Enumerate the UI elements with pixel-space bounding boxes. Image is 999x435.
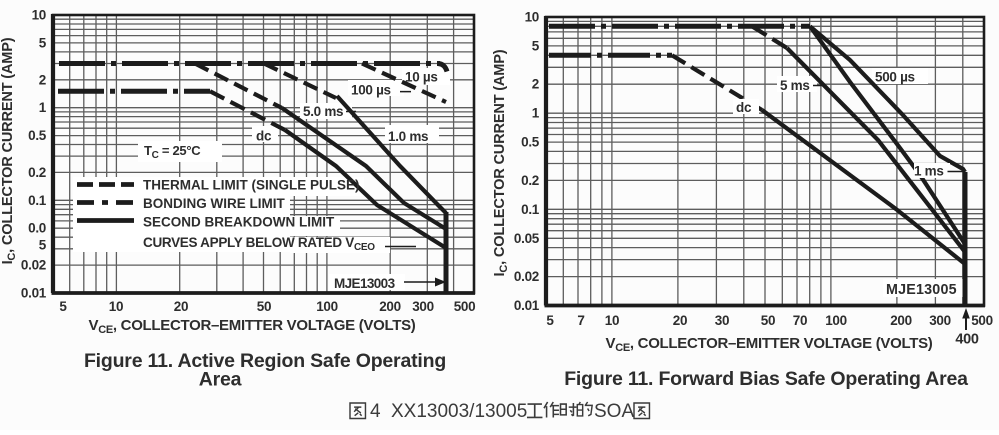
svg-text:dc: dc <box>736 100 752 115</box>
svg-text:7: 7 <box>577 313 584 328</box>
svg-text:5: 5 <box>39 35 47 50</box>
svg-text:200: 200 <box>890 313 912 328</box>
svg-text:20: 20 <box>174 299 188 314</box>
svg-text:1: 1 <box>39 100 47 115</box>
svg-text:IC, COLLECTOR CURRENT (AMP): IC, COLLECTOR CURRENT (AMP) <box>0 37 18 264</box>
svg-text:THERMAL LIMIT (SINGLE PULSE): THERMAL LIMIT (SINGLE PULSE) <box>143 178 360 193</box>
svg-text:30: 30 <box>715 313 729 328</box>
svg-text:0.2: 0.2 <box>28 165 46 180</box>
svg-text:5: 5 <box>39 238 47 253</box>
svg-text:0.1: 0.1 <box>521 202 540 217</box>
svg-text:500: 500 <box>971 313 993 328</box>
svg-text:dc: dc <box>256 129 272 144</box>
svg-text:50: 50 <box>257 299 271 314</box>
svg-text:VCE, COLLECTOR–EMITTER VOLTAGE: VCE, COLLECTOR–EMITTER VOLTAGE (VOLTS) <box>606 335 933 354</box>
svg-text:4: 4 <box>370 401 381 422</box>
svg-text:0.0: 0.0 <box>28 221 46 236</box>
svg-text:5: 5 <box>546 313 554 328</box>
svg-text:10: 10 <box>525 10 539 25</box>
svg-text:0.5: 0.5 <box>521 135 540 150</box>
svg-text:2: 2 <box>532 77 539 92</box>
svg-text:IC, COLLECTOR CURRENT (AMP): IC, COLLECTOR CURRENT (AMP) <box>492 49 510 276</box>
svg-text:0.02: 0.02 <box>514 269 539 284</box>
svg-text:XX13003/13005: XX13003/13005 <box>391 401 527 422</box>
svg-text:0.01: 0.01 <box>514 298 540 313</box>
svg-text:5.0 ms: 5.0 ms <box>303 104 343 119</box>
svg-text:20: 20 <box>673 313 687 328</box>
svg-text:0.02: 0.02 <box>21 258 46 273</box>
svg-text:0.1: 0.1 <box>28 193 47 208</box>
svg-text:1 ms: 1 ms <box>914 164 944 179</box>
svg-text:BONDING WIRE LIMIT: BONDING WIRE LIMIT <box>143 196 285 211</box>
svg-text:Figure 11. Forward Bias Safe O: Figure 11. Forward Bias Safe Operating A… <box>564 368 968 390</box>
svg-text:200: 200 <box>379 299 401 314</box>
svg-text:MJE13003: MJE13003 <box>334 276 396 291</box>
svg-text:0.01: 0.01 <box>21 286 47 301</box>
svg-text:100: 100 <box>825 313 847 328</box>
svg-text:SECOND BREAKDOWN LIMIT: SECOND BREAKDOWN LIMIT <box>143 215 335 230</box>
svg-text:Figure 11. Active Region Safe: Figure 11. Active Region Safe Operating <box>84 350 446 372</box>
svg-text:10: 10 <box>32 8 46 23</box>
svg-text:VCE, COLLECTOR–EMITTER VOLTAGE: VCE, COLLECTOR–EMITTER VOLTAGE (VOLTS) <box>89 317 416 336</box>
svg-text:TC = 25°C: TC = 25°C <box>144 143 201 161</box>
svg-text:CURVES APPLY BELOW RATED VCEO: CURVES APPLY BELOW RATED VCEO <box>143 235 375 253</box>
svg-text:500: 500 <box>454 299 476 314</box>
svg-text:50: 50 <box>761 313 775 328</box>
svg-text:10: 10 <box>109 299 123 314</box>
svg-text:70: 70 <box>793 313 807 328</box>
svg-text:0.2: 0.2 <box>521 173 539 188</box>
svg-text:10 µs: 10 µs <box>405 70 438 85</box>
svg-text:500 µs: 500 µs <box>875 70 915 85</box>
svg-text:2: 2 <box>39 72 46 87</box>
svg-text:10: 10 <box>605 313 619 328</box>
svg-text:1: 1 <box>532 106 540 121</box>
svg-text:1.0 ms: 1.0 ms <box>388 129 428 144</box>
svg-text:5: 5 <box>532 38 540 53</box>
svg-text:SOA: SOA <box>594 401 634 422</box>
svg-text:Area: Area <box>199 369 242 391</box>
svg-text:400: 400 <box>955 332 979 348</box>
svg-text:100: 100 <box>316 299 338 314</box>
svg-text:5 ms: 5 ms <box>780 78 810 93</box>
svg-text:300: 300 <box>412 299 434 314</box>
svg-text:100 µs: 100 µs <box>351 83 391 98</box>
svg-text:300: 300 <box>929 313 951 328</box>
svg-text:0.5: 0.5 <box>28 128 47 143</box>
svg-text:0.05: 0.05 <box>514 231 540 246</box>
svg-text:MJE13005: MJE13005 <box>886 282 957 298</box>
svg-text:5: 5 <box>59 299 67 314</box>
